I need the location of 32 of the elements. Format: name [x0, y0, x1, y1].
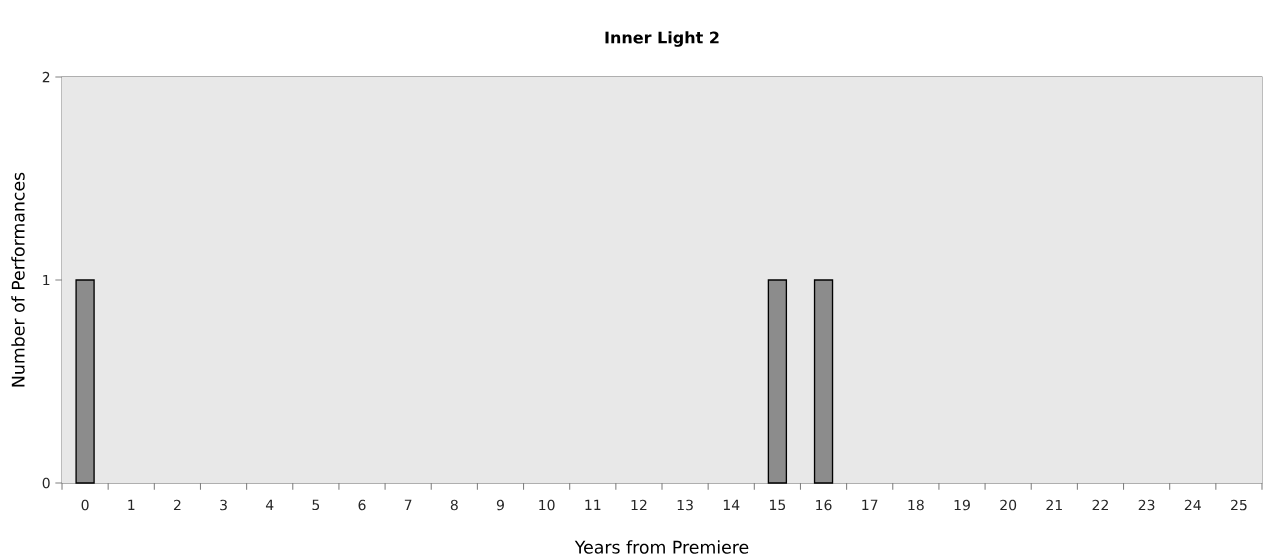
x-tick-label: 3	[220, 499, 227, 511]
y-tick-label: 2	[42, 71, 50, 83]
x-tick-label: 2	[173, 499, 181, 511]
x-tick-label: 9	[496, 499, 504, 511]
x-tick-label: 5	[312, 499, 320, 511]
x-tick-label: 20	[1000, 499, 1017, 511]
x-tick-label: 10	[539, 499, 555, 511]
x-tick-label: 12	[631, 499, 647, 511]
x-tick-label: 19	[954, 499, 970, 511]
chart-title: Inner Light 2	[605, 31, 719, 47]
x-tick-label: 15	[770, 499, 786, 511]
x-tick-label: 13	[677, 499, 693, 511]
x-tick-label: 8	[450, 499, 458, 511]
x-tick-label: 4	[265, 499, 274, 510]
x-tick-label: 24	[1184, 499, 1201, 511]
x-tick-label: 11	[585, 499, 601, 510]
x-tick-label: 6	[358, 499, 366, 511]
x-tick-label: 25	[1231, 499, 1247, 511]
y-tick-label: 0	[42, 477, 50, 489]
x-tick-label: 17	[862, 499, 878, 510]
x-tick-label: 18	[908, 499, 924, 511]
x-tick-label: 23	[1138, 499, 1155, 511]
x-tick-label: 21	[1046, 499, 1062, 511]
x-tick-label: 22	[1092, 499, 1108, 511]
y-axis-title: Number of Performances	[11, 172, 25, 387]
y-tick-label: 1	[43, 274, 50, 286]
x-tick-label: 0	[81, 499, 89, 511]
x-axis-title: Years from Premiere	[574, 540, 749, 554]
x-tick-label: 1	[128, 499, 135, 510]
x-tick-label: 7	[404, 499, 412, 510]
x-tick-label: 14	[723, 499, 740, 510]
x-tick-label: 16	[816, 499, 832, 511]
